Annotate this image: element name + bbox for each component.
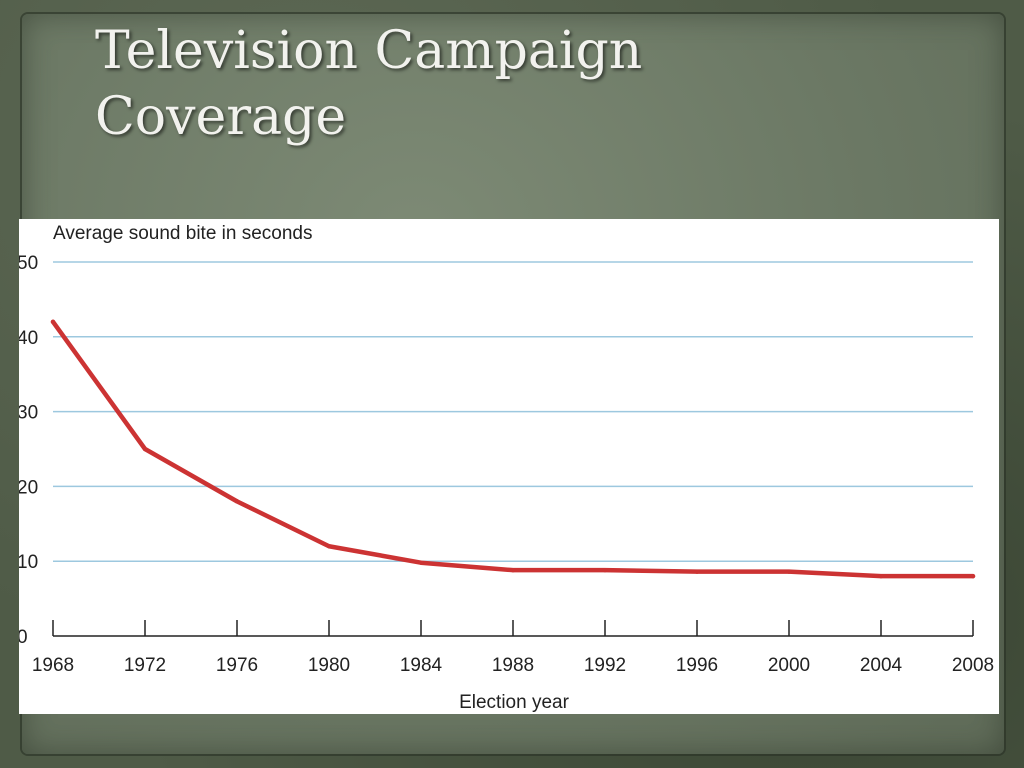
x-tick-labels: 1968 1972 1976 1980 1984 1988 1992 1996 2000 2004… <box>32 655 994 676</box>
x-axis-label: Election year <box>459 692 570 713</box>
data-point-1992 <box>602 567 608 573</box>
y-tick-label-30: 30 <box>19 403 38 424</box>
x-tick-label-2004: 2004 <box>860 655 903 676</box>
x-tick-label-1980: 1980 <box>308 655 350 676</box>
data-point-2008 <box>970 573 976 579</box>
chart-card: Average sound bite in seconds Election y… <box>19 219 999 714</box>
series-line-0 <box>50 319 976 579</box>
data-point-1996 <box>694 569 700 574</box>
x-tick-label-2008: 2008 <box>952 655 994 676</box>
y-tick-label-10: 10 <box>19 552 38 573</box>
data-point-1972 <box>142 446 148 452</box>
y-tick-label-20: 20 <box>19 477 38 498</box>
y-tick-labels: 0 10 20 30 40 50 <box>19 253 38 648</box>
x-axis <box>52 620 974 637</box>
series-layer <box>50 319 976 579</box>
data-point-1968 <box>50 319 56 325</box>
y-tick-label-50: 50 <box>19 253 38 274</box>
y-axis-label: Average sound bite in seconds <box>53 223 313 244</box>
x-tick-label-1988: 1988 <box>492 655 534 676</box>
x-tick-label-1976: 1976 <box>216 655 258 676</box>
x-tick-label-1992: 1992 <box>584 655 626 676</box>
slide-title: Television Campaign Coverage <box>95 18 642 150</box>
x-tick-label-1984: 1984 <box>400 655 443 676</box>
y-tick-label-40: 40 <box>19 328 38 349</box>
data-point-2000 <box>786 569 792 574</box>
data-point-1988 <box>510 567 516 573</box>
data-point-2004 <box>878 573 884 579</box>
data-point-1976 <box>234 499 240 504</box>
slide-title-line-2: Coverage <box>95 87 347 147</box>
x-tick-label-1972: 1972 <box>124 655 166 676</box>
line-chart: Average sound bite in seconds Election y… <box>19 223 994 713</box>
x-tick-label-1996: 1996 <box>676 655 718 676</box>
data-point-1984 <box>418 560 424 565</box>
data-point-1980 <box>326 544 332 549</box>
x-tick-label-1968: 1968 <box>32 655 74 676</box>
y-tick-label-0: 0 <box>19 627 28 648</box>
slide-title-line-1: Television Campaign <box>95 21 643 81</box>
x-tick-label-2000: 2000 <box>768 655 810 676</box>
grid-lines <box>53 261 973 562</box>
